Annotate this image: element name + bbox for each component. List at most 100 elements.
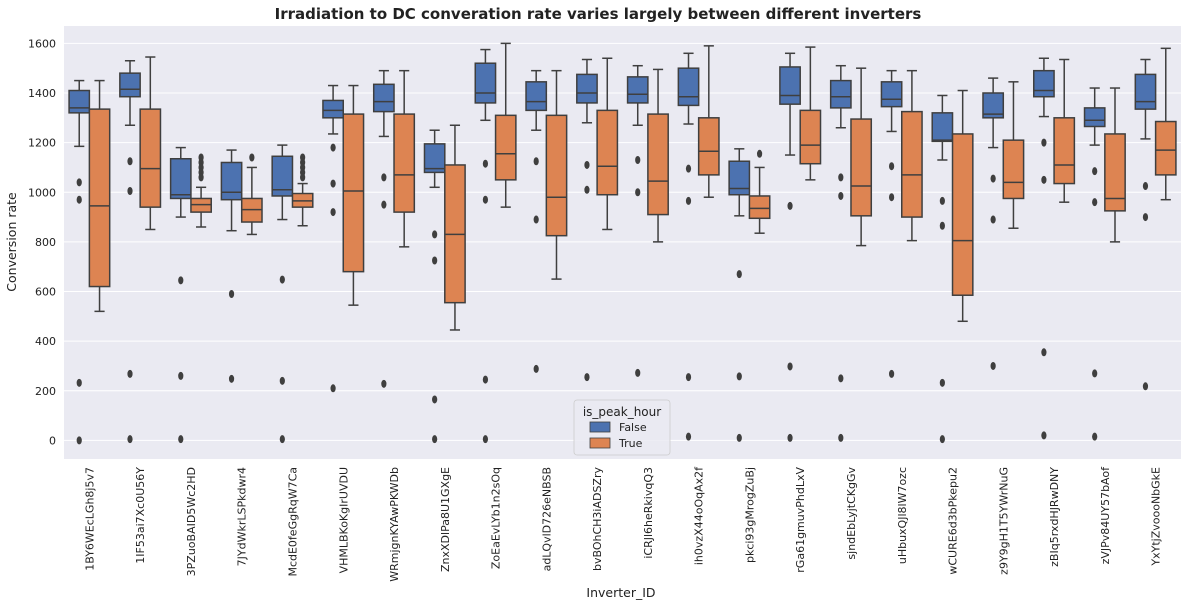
box-false: [372, 69, 395, 388]
box-false: [1134, 58, 1157, 391]
outlier-point: [888, 162, 895, 171]
box-body: [880, 81, 903, 108]
outlier-point: [127, 369, 133, 378]
y-axis-label: Conversion rate: [4, 192, 19, 292]
chart-title: Irradiation to DC converation rate varie…: [275, 5, 922, 23]
box-series: [68, 42, 1177, 445]
outlier-point: [584, 160, 590, 169]
x-tick-label: McdE0feGgRqW7Ca: [286, 467, 299, 577]
outlier-point: [939, 435, 945, 444]
x-tick-label: 3PZuoBAID5Wc2HD: [185, 467, 198, 576]
x-tick-label: ZnxXDlPa8U1GXgE: [439, 467, 452, 572]
outlier-point: [76, 195, 82, 204]
x-axis-ticks: 1BY6WEcLGh8j5v7 1IF53ai7Xc0U56Y 3PZuoBAID5…: [83, 466, 1162, 582]
outlier-point: [736, 270, 742, 279]
box-true: [342, 84, 365, 306]
outlier-point: [838, 173, 844, 182]
box-false: [626, 64, 649, 377]
outlier-point: [736, 372, 742, 381]
y-tick-label: 0: [49, 434, 56, 447]
outlier-point: [178, 371, 184, 380]
box-true: [1154, 47, 1177, 201]
outlier-point: [1041, 431, 1047, 440]
y-tick-label: 1200: [28, 137, 56, 150]
box-body: [799, 109, 822, 165]
box-body: [1104, 133, 1126, 212]
outlier-point: [939, 221, 945, 230]
outlier-point: [787, 362, 793, 371]
box-body: [322, 99, 345, 119]
box-body: [342, 113, 365, 273]
outlier-point: [279, 435, 285, 444]
box-false: [474, 48, 497, 444]
box-false: [728, 148, 751, 442]
outlier-point: [635, 368, 641, 377]
box-false: [525, 69, 548, 373]
x-axis-label: Inverter_ID: [586, 585, 655, 600]
outlier-point: [300, 173, 306, 182]
box-true: [139, 56, 162, 231]
box-body: [1083, 107, 1106, 128]
outlier-point: [228, 289, 235, 298]
box-body: [68, 89, 91, 114]
y-tick-label: 800: [35, 236, 56, 249]
outlier-point: [482, 375, 489, 384]
legend-title: is_peak_hour: [583, 405, 661, 419]
box-true: [697, 45, 720, 198]
box-false: [423, 129, 446, 444]
outlier-point: [685, 373, 692, 382]
outlier-point: [533, 157, 539, 166]
box-false: [119, 59, 141, 444]
outlier-point: [1041, 138, 1047, 147]
x-tick-label: 7JYdWkrLSPkdwr4: [236, 467, 249, 566]
box-false: [1083, 87, 1106, 441]
box-body: [169, 158, 192, 200]
x-tick-label: WRmjgnKYAwPKWDb: [388, 467, 401, 582]
y-tick-label: 400: [35, 335, 56, 348]
x-tick-label: zVJPv84UY57bAof: [1099, 466, 1112, 564]
x-tick-label: wCURE6d3bPkepu2: [947, 467, 960, 575]
outlier-point: [432, 395, 438, 404]
legend: is_peak_hour False True: [573, 399, 671, 456]
box-true: [545, 69, 568, 280]
outlier-point: [1041, 348, 1047, 357]
box-true: [494, 42, 517, 208]
outlier-point: [756, 149, 763, 158]
box-true: [444, 124, 466, 331]
box-body: [596, 109, 619, 196]
outlier-point: [432, 435, 438, 444]
outlier-point: [584, 185, 590, 194]
y-axis-ticks: 0 200 400 600 800 1000 1200 1400 1600: [28, 37, 56, 447]
x-tick-label: iCRJl6heRkivqQ3: [642, 467, 655, 559]
outlier-point: [533, 215, 539, 224]
box-body: [931, 112, 954, 143]
box-false: [169, 146, 192, 444]
box-body: [982, 92, 1005, 119]
box-true: [190, 153, 212, 228]
box-body: [626, 76, 649, 104]
outlier-point: [249, 153, 255, 162]
outlier-point: [838, 191, 844, 200]
box-body: [525, 81, 548, 112]
box-true: [596, 57, 619, 231]
box-body: [850, 118, 873, 217]
outlier-point: [1041, 175, 1047, 184]
box-false: [68, 79, 91, 445]
box-body: [901, 110, 923, 218]
outlier-point: [1142, 382, 1149, 391]
x-tick-label: adLQvlD726eNBSB: [540, 467, 553, 571]
y-tick-label: 1600: [28, 37, 56, 50]
box-false: [1033, 57, 1055, 440]
box-body: [1134, 73, 1157, 110]
box-body: [372, 83, 395, 113]
box-body: [1002, 139, 1025, 200]
outlier-point: [178, 276, 184, 285]
box-body: [545, 114, 568, 237]
box-false: [271, 144, 294, 444]
box-body: [423, 143, 446, 174]
box-body: [119, 72, 141, 98]
outlier-point: [888, 369, 895, 378]
outlier-point: [330, 179, 336, 188]
outlier-point: [685, 164, 692, 173]
